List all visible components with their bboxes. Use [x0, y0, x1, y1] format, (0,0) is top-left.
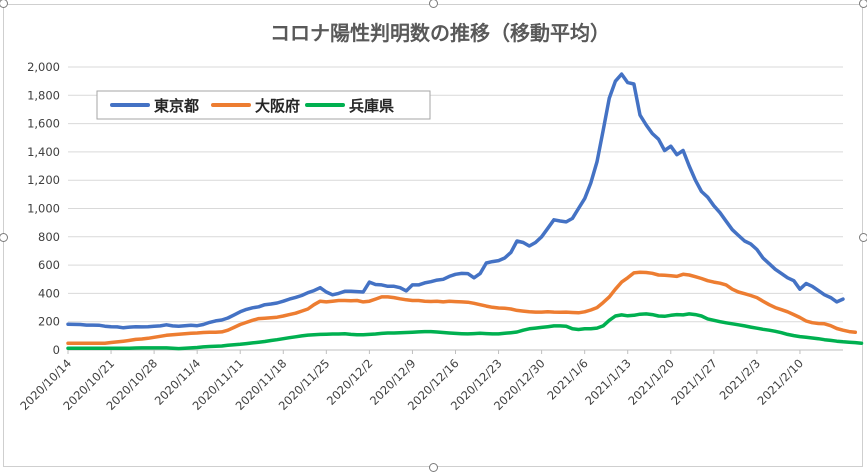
series-lines: [66, 72, 864, 351]
x-tick-label: 2021/1/27: [668, 356, 720, 408]
legend[interactable]: 東京都 大阪府 兵庫県: [96, 90, 431, 120]
y-tick-label: 800: [38, 230, 60, 244]
resize-handle-middle-right[interactable]: [859, 233, 867, 242]
legend-label: 大阪府: [255, 97, 300, 115]
x-axis: 2020/10/142020/10/212020/10/282020/11/42…: [17, 350, 806, 413]
y-tick-label: 400: [38, 286, 60, 300]
legend-box: [96, 90, 431, 120]
resize-handle-top-middle[interactable]: [429, 0, 438, 8]
x-tick-label: 2021/2/10: [754, 356, 806, 408]
y-tick-label: 2,000: [27, 60, 60, 74]
y-tick-label: 1,400: [27, 145, 60, 159]
resize-handle-top-left[interactable]: [0, 0, 8, 8]
y-tick-label: 0: [53, 343, 60, 357]
series-line-2: [66, 312, 864, 351]
resize-handle-top-right[interactable]: [859, 0, 867, 8]
resize-handle-middle-left[interactable]: [0, 233, 8, 242]
series-line-0: [66, 72, 845, 330]
chart-title: コロナ陽性判明数の推移（移動平均）: [270, 21, 610, 45]
series-line-1: [66, 270, 858, 346]
y-tick-label: 1,000: [27, 202, 60, 216]
y-tick-label: 600: [38, 258, 60, 272]
y-axis: 0 200 400 600 800 1,000 1,200 1,400 1,600 1,800 2,…: [27, 60, 60, 357]
legend-label: 東京都: [154, 97, 199, 115]
legend-label: 兵庫県: [349, 97, 394, 115]
y-tick-label: 1,600: [27, 117, 60, 131]
y-tick-label: 1,200: [27, 173, 60, 187]
y-tick-label: 1,800: [27, 88, 60, 102]
y-tick-label: 200: [38, 315, 60, 329]
